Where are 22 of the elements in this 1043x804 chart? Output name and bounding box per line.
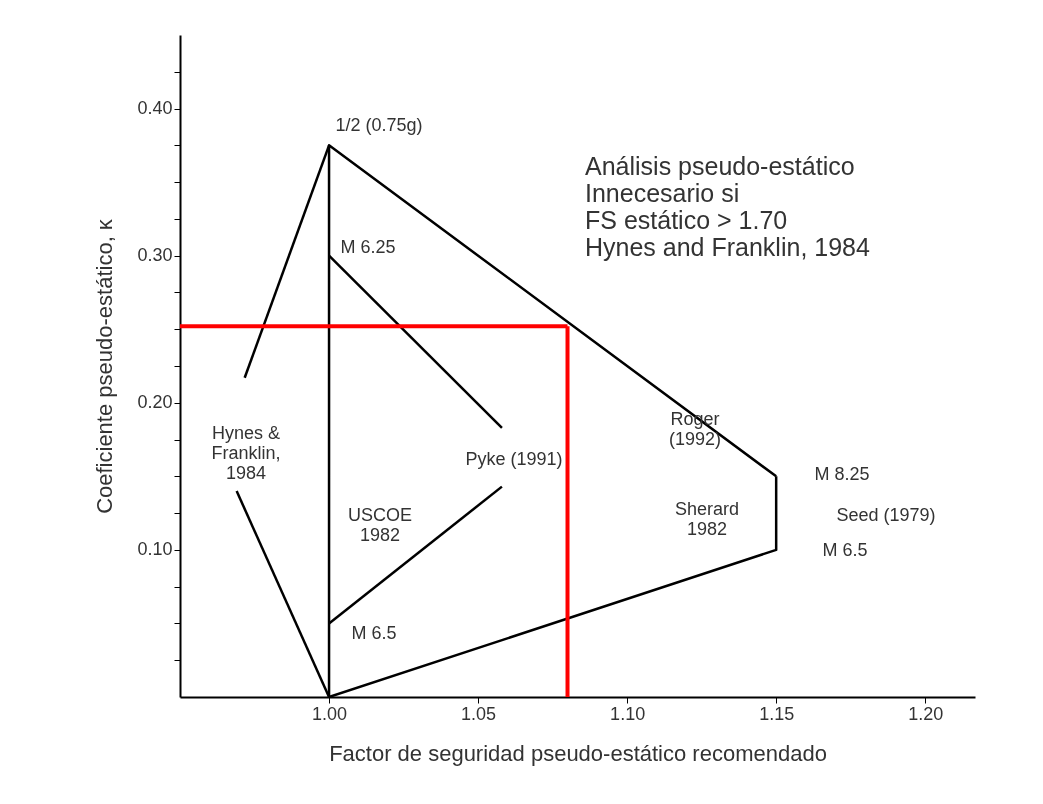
annotation: M 6.25 bbox=[340, 237, 396, 257]
y-tick-label: 0.10 bbox=[137, 539, 173, 560]
y-tick-label: 0.20 bbox=[137, 392, 173, 413]
annotation: M 6.5 bbox=[822, 540, 868, 560]
annotation: M 6.5 bbox=[351, 623, 397, 643]
annotation: 1/2 (0.75g) bbox=[335, 115, 423, 135]
x-axis-title: Factor de seguridad pseudo-estático recomendado bbox=[329, 740, 827, 766]
y-tick-label: 0.40 bbox=[137, 98, 173, 119]
annotation: USCOE 1982 bbox=[347, 505, 413, 545]
x-tick-label: 1.00 bbox=[312, 703, 348, 724]
y-tick-label: 0.30 bbox=[137, 245, 173, 266]
annotation: Análisis pseudo-estático Innecesario si FS estático > 1.70 Hynes and Franklin, 1984 bbox=[585, 152, 870, 261]
annotation: M 8.25 bbox=[814, 464, 870, 484]
x-tick-label: 1.20 bbox=[908, 703, 944, 724]
annotation: Hynes & Franklin, 1984 bbox=[211, 423, 281, 483]
x-tick-label: 1.10 bbox=[610, 703, 646, 724]
x-tick-label: 1.05 bbox=[461, 703, 497, 724]
annotation: Sherard 1982 bbox=[674, 499, 740, 539]
annotation: Pyke (1991) bbox=[465, 449, 563, 469]
x-tick-label: 1.15 bbox=[759, 703, 795, 724]
y-axis-title: Coeficiente pseudo-estático, κ bbox=[92, 218, 118, 514]
annotation: Seed (1979) bbox=[836, 505, 936, 525]
